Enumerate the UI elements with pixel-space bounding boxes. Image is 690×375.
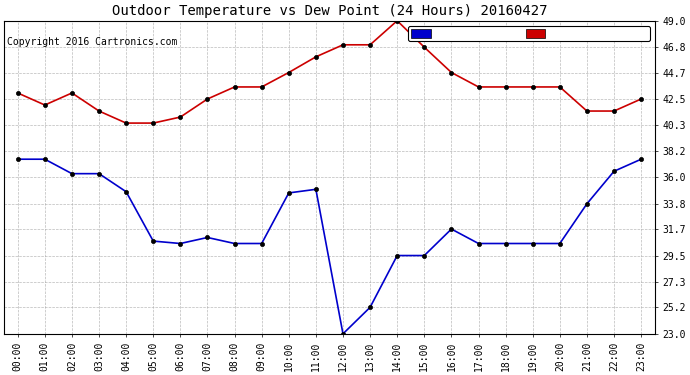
Title: Outdoor Temperature vs Dew Point (24 Hours) 20160427: Outdoor Temperature vs Dew Point (24 Hou… (112, 4, 547, 18)
Text: Copyright 2016 Cartronics.com: Copyright 2016 Cartronics.com (7, 37, 177, 47)
Legend: Dew Point (°F), Temperature (°F): Dew Point (°F), Temperature (°F) (408, 26, 650, 41)
